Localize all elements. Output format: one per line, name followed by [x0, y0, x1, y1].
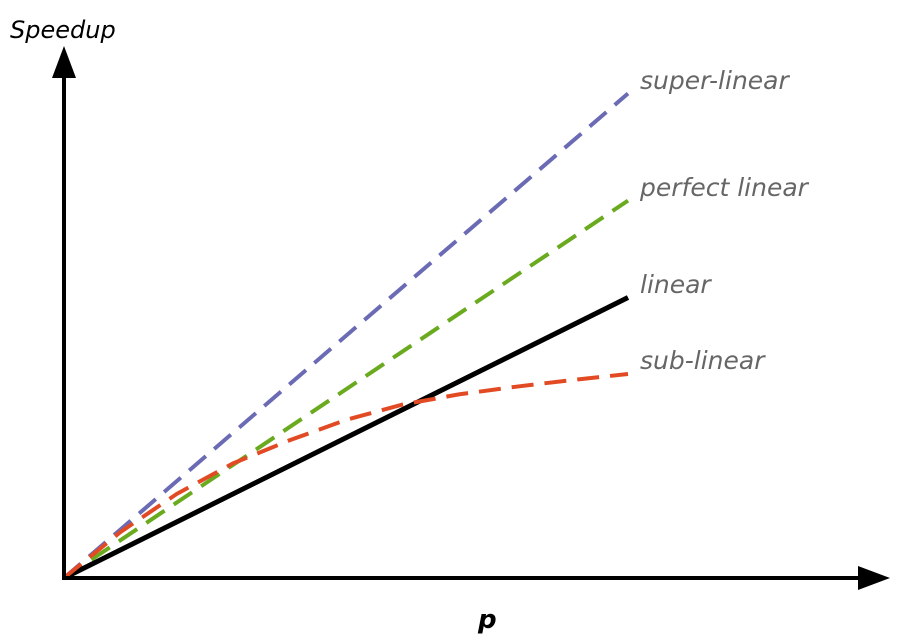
- series-line-sub-linear: [62, 372, 629, 580]
- series-label-sub-linear: sub-linear: [640, 346, 765, 375]
- series-layer: [62, 91, 630, 581]
- x-axis-arrowhead: [858, 566, 890, 590]
- x-axis-label: p: [478, 605, 497, 635]
- series-line-super-linear: [62, 91, 630, 580]
- series-label-super-linear: super-linear: [640, 65, 789, 95]
- series-line-perfect-linear: [62, 198, 630, 580]
- series-label-perfect-linear: perfect linear: [640, 172, 808, 202]
- series-label-linear: linear: [640, 269, 711, 299]
- series-line-linear: [62, 295, 630, 581]
- y-axis-label: Speedup: [10, 16, 116, 44]
- y-axis-arrowhead: [52, 46, 76, 78]
